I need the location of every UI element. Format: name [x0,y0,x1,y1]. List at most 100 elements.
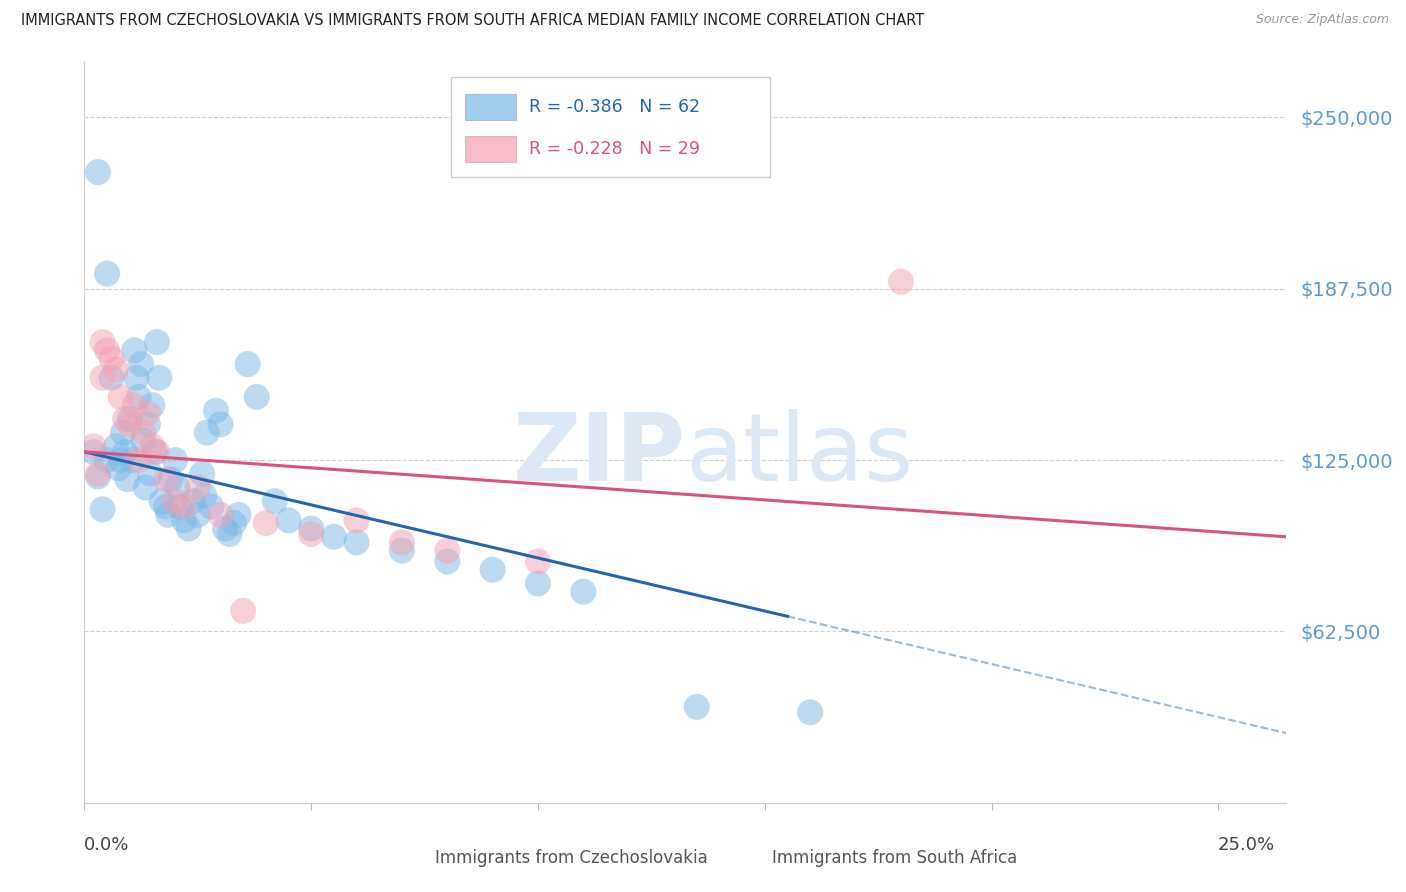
Point [141,439,163,453]
Point [218,527,240,541]
Point [195,425,218,440]
Point [96,453,118,467]
Point [481,563,503,577]
Point [136,406,159,420]
Point [118,412,141,426]
Text: ZIP: ZIP [513,409,686,500]
Point [100,351,122,366]
Point [222,516,245,530]
Point [107,461,129,475]
Point [232,604,254,618]
Point [187,508,209,522]
Point [157,508,180,522]
Point [391,543,413,558]
Point [100,371,122,385]
Point [527,554,550,568]
Point [110,453,132,467]
Point [165,453,187,467]
Point [128,390,150,404]
Point [146,445,169,459]
Point [159,472,181,486]
Point [191,467,214,481]
Point [299,527,322,541]
Point [114,445,136,459]
Point [155,472,177,486]
Point [91,335,114,350]
Point [228,508,250,522]
Point [129,357,152,371]
Point [122,398,145,412]
Point [254,516,277,530]
Point [194,489,217,503]
Point [82,445,104,459]
Point [105,362,128,376]
Point [155,500,177,514]
Point [125,371,148,385]
Point [209,417,232,432]
Point [246,390,269,404]
Point [87,165,110,179]
Point [209,508,232,522]
Text: atlas: atlas [686,409,914,500]
Point [132,434,155,448]
Point [264,494,287,508]
Point [141,398,163,412]
Point [177,522,200,536]
Point [277,513,299,527]
Point [135,480,157,494]
Point [572,584,595,599]
Point [146,335,169,350]
Point [236,357,259,371]
FancyBboxPatch shape [465,136,516,162]
Point [96,343,118,358]
Text: 25.0%: 25.0% [1218,836,1275,855]
Point [91,371,114,385]
Text: Immigrants from South Africa: Immigrants from South Africa [772,849,1017,867]
Point [391,535,413,549]
Point [527,576,550,591]
Point [148,371,170,385]
Point [299,522,322,536]
Point [205,403,228,417]
Point [322,530,344,544]
Point [118,417,141,432]
Point [187,480,209,494]
Text: R = -0.228   N = 29: R = -0.228 N = 29 [529,140,700,158]
Text: Immigrants from Czechoslovakia: Immigrants from Czechoslovakia [436,849,709,867]
Point [436,554,458,568]
Text: R = -0.386   N = 62: R = -0.386 N = 62 [529,98,700,116]
Point [686,699,709,714]
Point [110,390,132,404]
Point [139,467,162,481]
Point [114,412,136,426]
Point [143,445,166,459]
Point [165,494,187,508]
Point [91,502,114,516]
Point [136,417,159,432]
Point [87,467,110,481]
Point [181,494,204,508]
Point [82,439,104,453]
Point [111,425,134,440]
Point [121,453,143,467]
Point [105,439,128,453]
Point [890,275,912,289]
Point [214,522,236,536]
Point [799,706,821,720]
Text: IMMIGRANTS FROM CZECHOSLOVAKIA VS IMMIGRANTS FROM SOUTH AFRICA MEDIAN FAMILY INC: IMMIGRANTS FROM CZECHOSLOVAKIA VS IMMIGR… [21,13,924,29]
FancyBboxPatch shape [451,78,769,178]
Point [436,543,458,558]
Point [173,500,195,514]
Text: 0.0%: 0.0% [84,836,129,855]
Point [128,453,150,467]
Point [346,535,368,549]
Point [87,469,110,483]
Point [96,267,118,281]
Point [122,343,145,358]
Point [169,500,191,514]
Point [346,513,368,527]
Point [150,494,173,508]
Point [166,480,188,494]
Point [200,500,222,514]
FancyBboxPatch shape [391,847,425,875]
